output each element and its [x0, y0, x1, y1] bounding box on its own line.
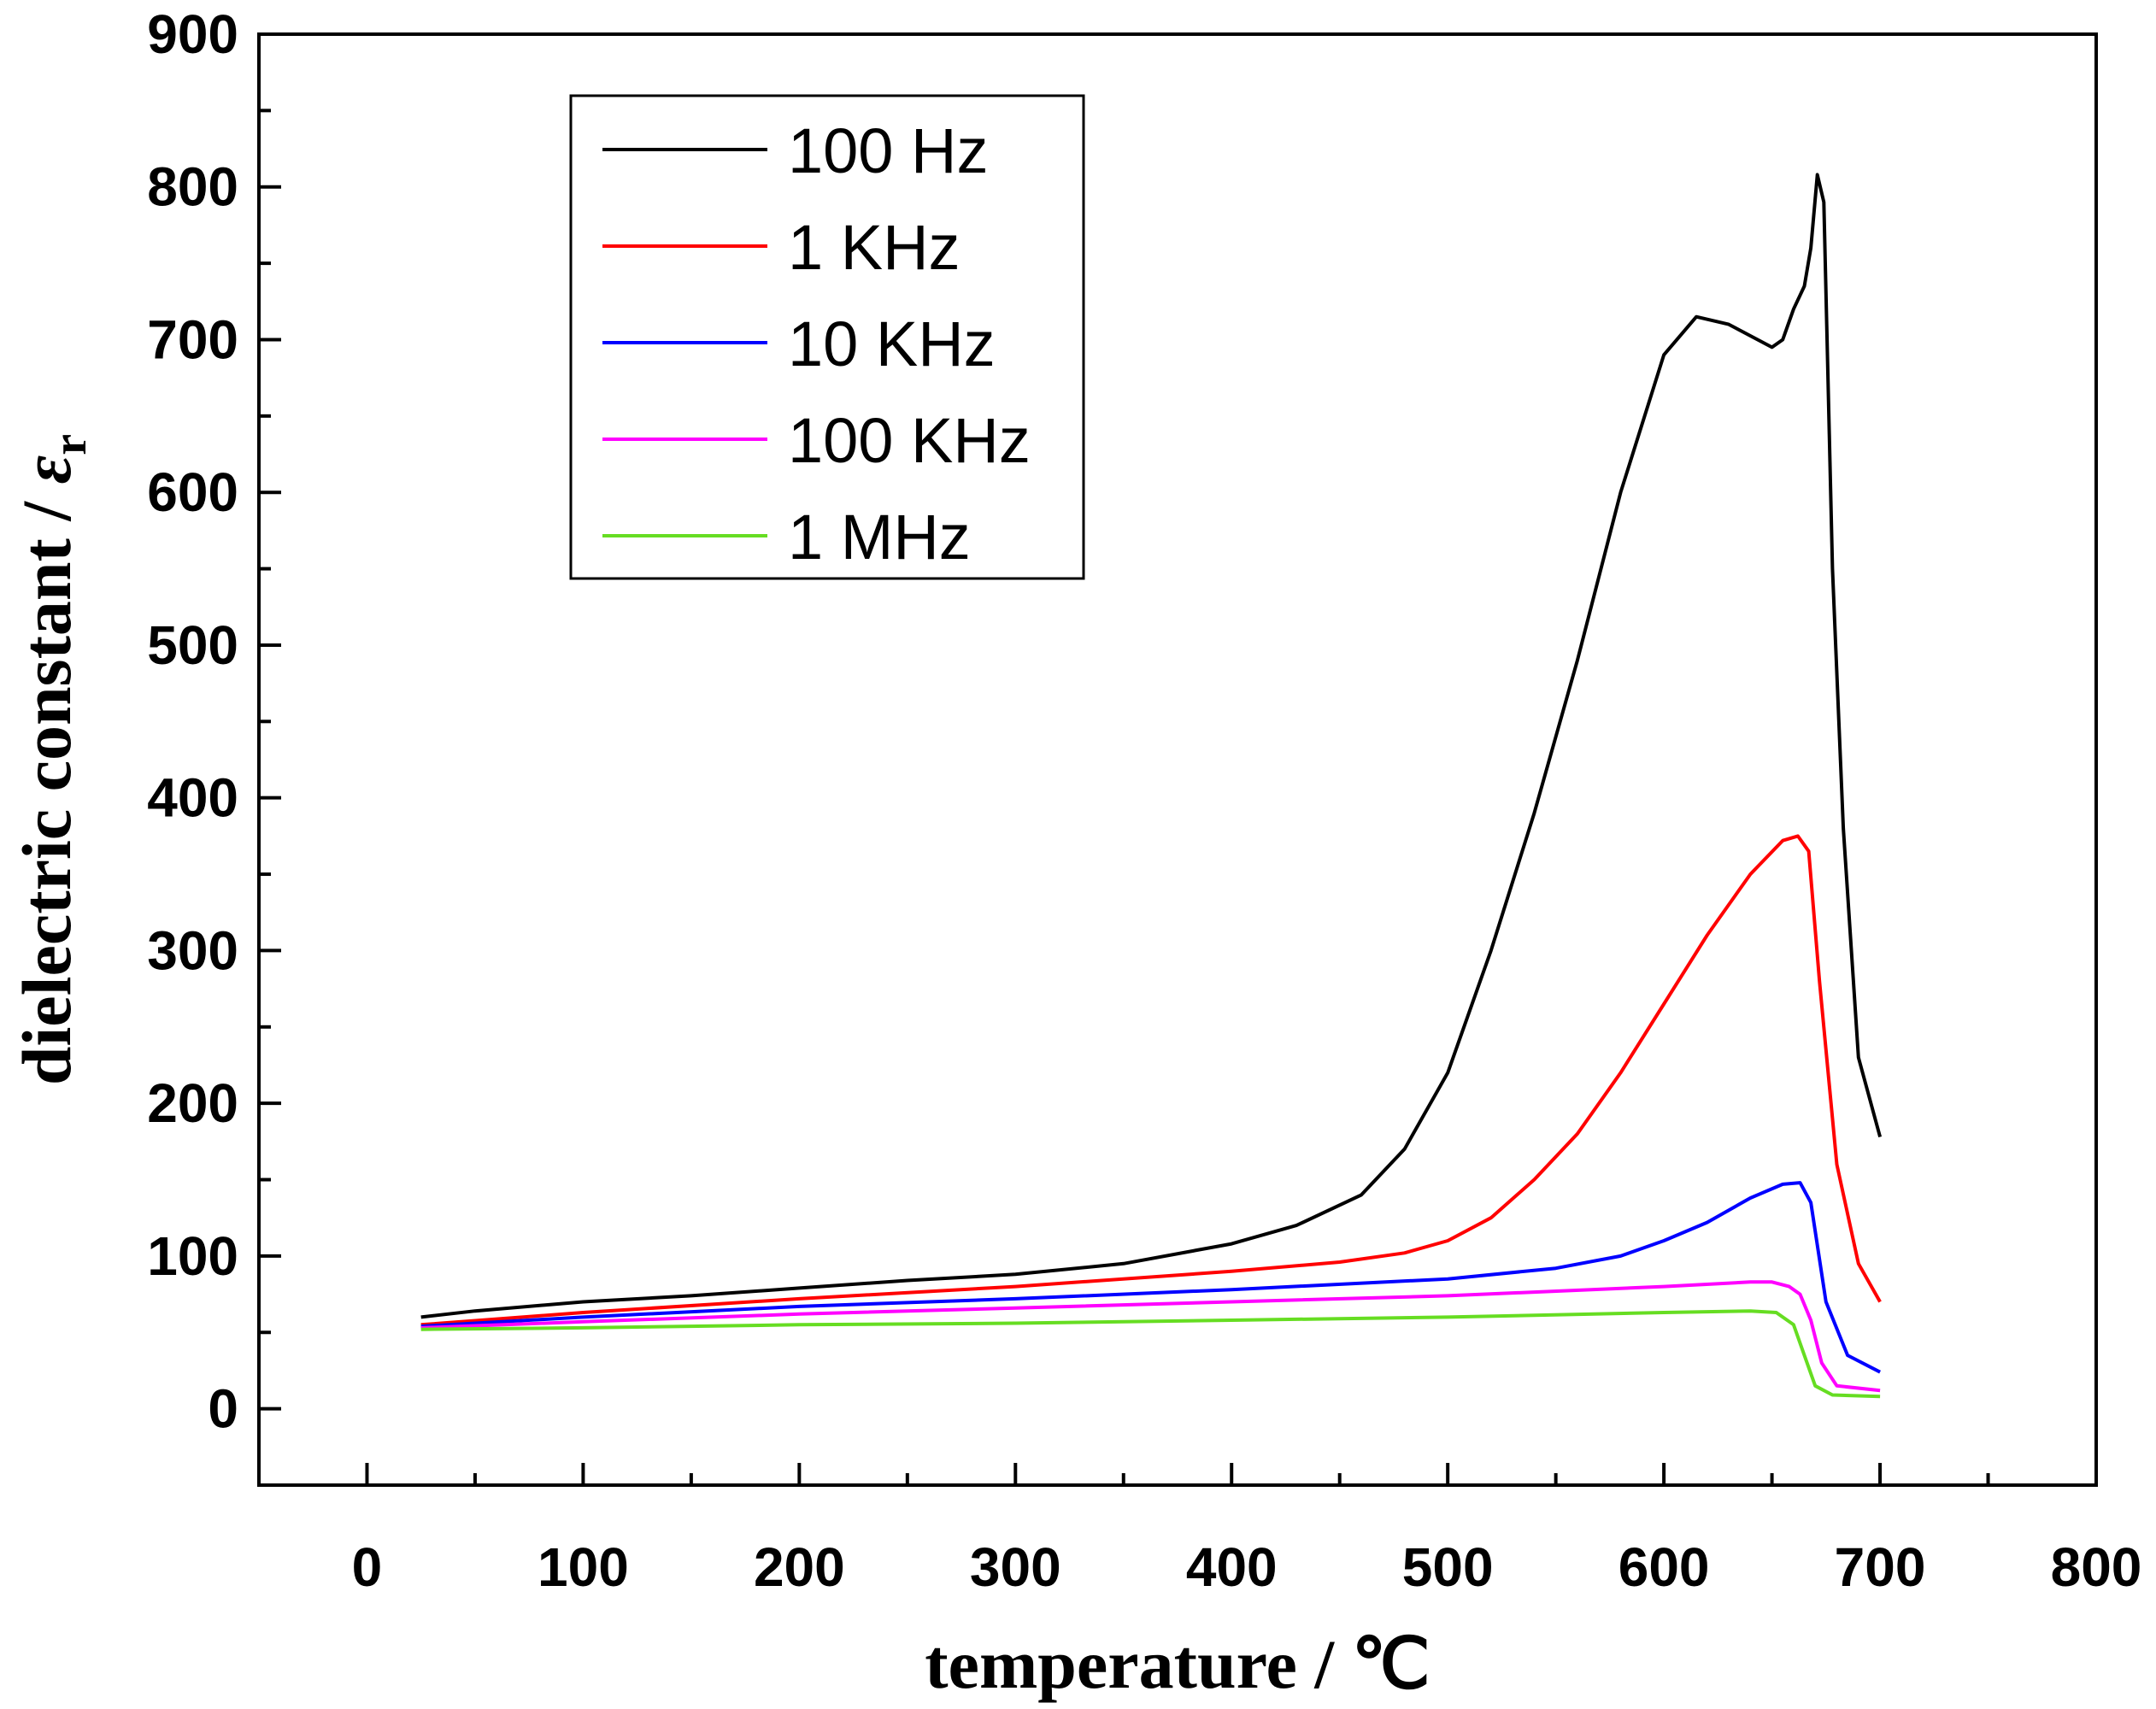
series-line-1-khz [420, 834, 1882, 1327]
x-tick-label: 800 [2051, 1536, 2142, 1598]
y-tick-label: 100 [147, 1225, 238, 1287]
y-tick-label: 200 [147, 1072, 238, 1134]
x-tick-label: 400 [1186, 1536, 1278, 1598]
legend-label-1-mhz: 1 MHz [788, 502, 971, 573]
y-tick-label: 400 [147, 767, 238, 829]
y-axis-title-subscript: r [44, 434, 97, 455]
x-tick-label: 0 [352, 1536, 383, 1598]
legend-label-10-khz: 10 KHz [788, 308, 996, 379]
x-tick-label: 200 [754, 1536, 845, 1598]
legend-label-1-khz: 1 KHz [788, 212, 961, 283]
y-axis-title-main: dielectric constant / [8, 484, 85, 1085]
x-tick-label: 700 [1835, 1536, 1926, 1598]
x-tick-label: 100 [538, 1536, 629, 1598]
y-tick-label: 900 [147, 3, 238, 65]
y-axis-title-symbol: ε [8, 455, 85, 484]
legend: 100 Hz 1 KHz 10 KHz 100 KHz 1 MHz [569, 94, 1085, 580]
y-tick-label: 800 [147, 156, 238, 218]
series-layer [420, 173, 1883, 1399]
y-axis: 0 100 200 300 400 500 600 700 800 900 [147, 3, 281, 1440]
y-tick-label: 300 [147, 919, 238, 981]
series-line-100-khz [420, 1280, 1881, 1393]
x-tick-label: 600 [1618, 1536, 1710, 1598]
y-tick-label: 0 [208, 1378, 238, 1440]
x-axis-title: temperature / ℃ [925, 1625, 1430, 1703]
x-axis: 0 100 200 300 400 500 600 700 800 [352, 1463, 2142, 1598]
y-axis-title: dielectric constant / εr [8, 434, 97, 1085]
plot-frame [257, 32, 2098, 1487]
y-tick-label: 500 [147, 614, 238, 676]
legend-label-100-khz: 100 KHz [788, 405, 1031, 476]
x-tick-label: 500 [1402, 1536, 1494, 1598]
y-tick-label: 600 [147, 461, 238, 523]
legend-box [569, 94, 1085, 580]
x-tick-label: 300 [970, 1536, 1061, 1598]
series-line-1-mhz [420, 1309, 1881, 1399]
series-line-10-khz [420, 1181, 1882, 1374]
series-line-100-hz [420, 173, 1883, 1319]
legend-label-100-hz: 100 Hz [788, 115, 988, 186]
y-tick-label: 700 [147, 308, 238, 370]
